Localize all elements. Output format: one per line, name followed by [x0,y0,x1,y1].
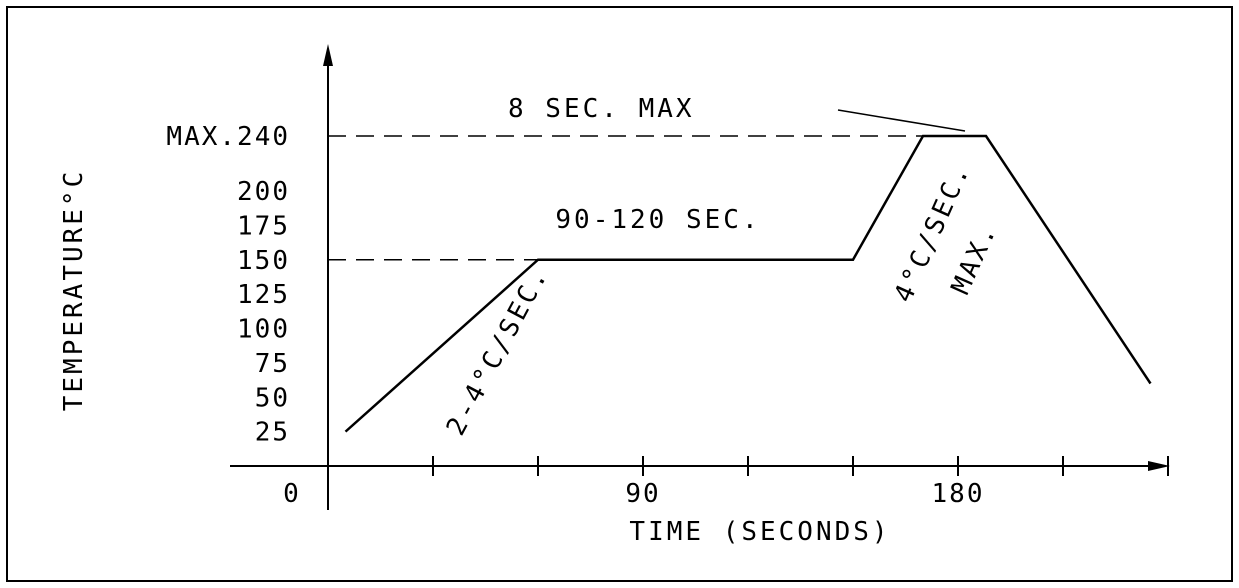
x-tick-label: 180 [932,479,985,509]
y-axis-title: TEMPERATURE°C [59,169,89,412]
y-tick-label: 75 [255,349,290,379]
reference-lines [328,135,923,261]
y-tick-label: 125 [237,280,290,310]
peak-time-annotation: 8 SEC. MAX [508,94,695,124]
y-tick-label: 175 [237,211,290,241]
y-axis-arrow [323,44,333,66]
y-tick-label: 25 [255,418,290,448]
ticks: 0 90 180 25 50 75 100 125 150 175 200 MAX.240 [166,122,1169,509]
peak-ramp-annotation-line2: MAX. [946,219,1004,299]
y-tick-label: MAX.240 [166,122,290,152]
x-tick-label: 90 [625,479,660,509]
chart-frame [6,6,1233,582]
series-group [344,109,1152,433]
y-tick-label: 200 [237,177,290,207]
axes [230,44,1170,510]
peak-time-leader-line [837,109,966,132]
y-tick-label: 50 [255,383,290,413]
x-axis-arrow [1148,461,1170,471]
y-tick-label: 100 [237,315,290,345]
labels: TIME (SECONDS) TEMPERATURE°C 2-4°C/SEC. … [59,94,1004,547]
reflow-profile-line [344,134,1152,433]
ramp-up-annotation: 2-4°C/SEC. [441,262,555,441]
soak-annotation: 90-120 SEC. [555,205,760,235]
y-tick-label: 150 [237,246,290,276]
x-tick-label: 0 [283,479,301,509]
x-axis-title: TIME (SECONDS) [629,517,890,547]
